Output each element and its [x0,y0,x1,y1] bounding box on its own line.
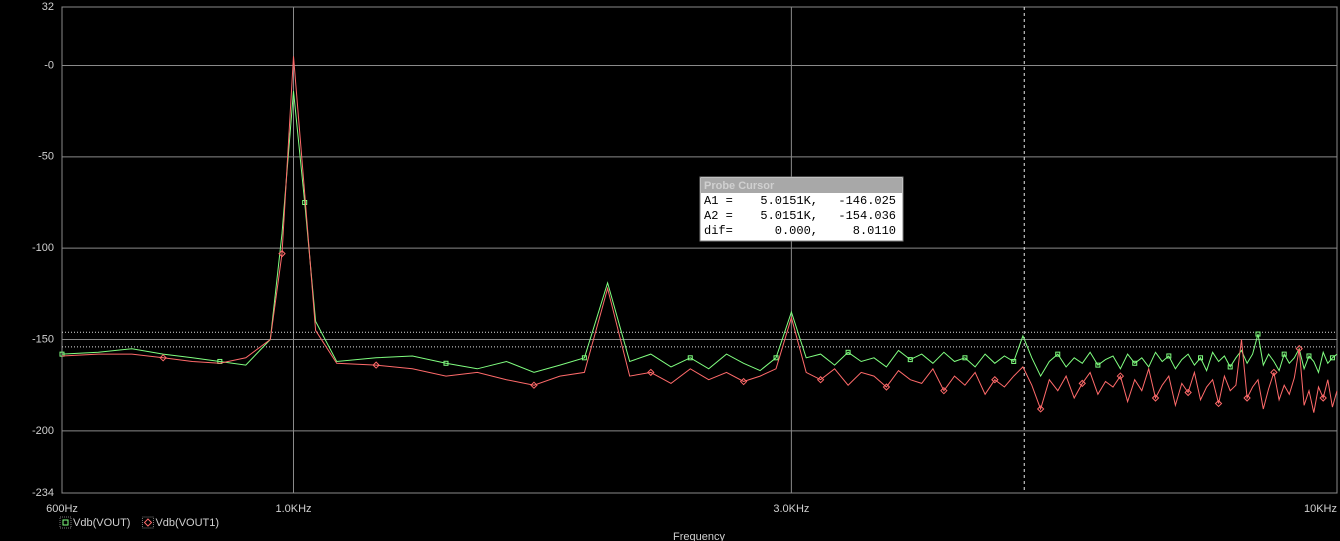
x-tick-label: 3.0KHz [773,503,809,515]
probe-row-x: 5.0151K, [760,194,818,208]
y-tick-label: -0 [44,59,54,71]
probe-row-x: 5.0151K, [760,209,818,223]
probe-title: Probe Cursor [704,180,775,192]
data-marker [1036,405,1045,413]
probe-row-y: -146.025 [838,194,896,208]
data-marker [1214,399,1223,408]
data-marker [1011,358,1017,364]
probe-row-y: -154.036 [838,209,896,223]
data-marker [159,354,167,362]
legend-item: Vdb(VOUT) [59,516,130,529]
data-marker [278,249,286,258]
data-marker [1329,355,1335,361]
series-line [61,90,1338,378]
data-marker [907,357,913,363]
x-tick-label: 1.0KHz [275,503,311,515]
data-marker [1295,344,1303,353]
data-marker [581,355,587,361]
legend-label: Vdb(VOUT) [73,517,130,529]
y-tick-label: -100 [32,242,54,254]
data-marker [1151,394,1160,402]
data-marker [882,383,891,391]
data-marker [1116,372,1125,380]
data-marker [1078,379,1086,388]
y-tick-label: 32 [42,1,54,13]
y-tick-label: -200 [32,425,54,437]
legend-label: Vdb(VOUT1) [155,517,219,529]
data-marker [773,355,779,361]
x-tick-label: 600Hz [46,503,78,515]
data-marker [443,360,449,366]
data-marker [1184,388,1192,397]
data-marker [845,349,851,355]
probe-row-name: dif= [704,224,733,238]
data-marker [1095,362,1101,368]
data-marker [530,381,538,389]
data-marker [687,355,693,361]
legend-marker [143,518,153,527]
data-marker [59,351,65,357]
data-marker [647,368,655,377]
legend-marker [62,519,69,526]
data-marker [1198,355,1204,361]
probe-row-y: 8.0110 [853,224,896,238]
y-tick-label: -150 [32,333,54,345]
probe-row-name: A1 = [704,194,733,208]
data-marker [372,361,380,369]
data-marker [1319,394,1327,402]
data-marker [739,377,748,386]
data-marker [1243,394,1251,402]
data-marker [962,355,968,361]
data-marker [1306,353,1312,359]
data-marker [1255,331,1261,337]
series-line [61,56,1338,413]
data-marker [1166,353,1172,359]
data-marker [1270,368,1278,377]
legend-box [141,516,154,529]
x-tick-label: 10KHz [1304,503,1337,515]
data-marker [1227,364,1233,370]
data-marker [991,376,999,384]
y-tick-label: -234 [32,487,54,499]
data-marker [940,386,948,395]
x-axis-label: Frequency [673,531,725,541]
probe-row-name: A2 = [704,209,733,223]
legend-item: Vdb(VOUT1) [141,516,219,529]
probe-title-bar [701,178,902,193]
data-marker [816,376,825,384]
data-marker [1132,360,1138,366]
y-tick-label: -50 [38,151,54,163]
data-marker [302,199,308,205]
data-marker [1281,351,1287,357]
data-marker [1055,351,1061,357]
probe-row-x: 0.000, [775,224,818,238]
legend-box [59,516,72,529]
